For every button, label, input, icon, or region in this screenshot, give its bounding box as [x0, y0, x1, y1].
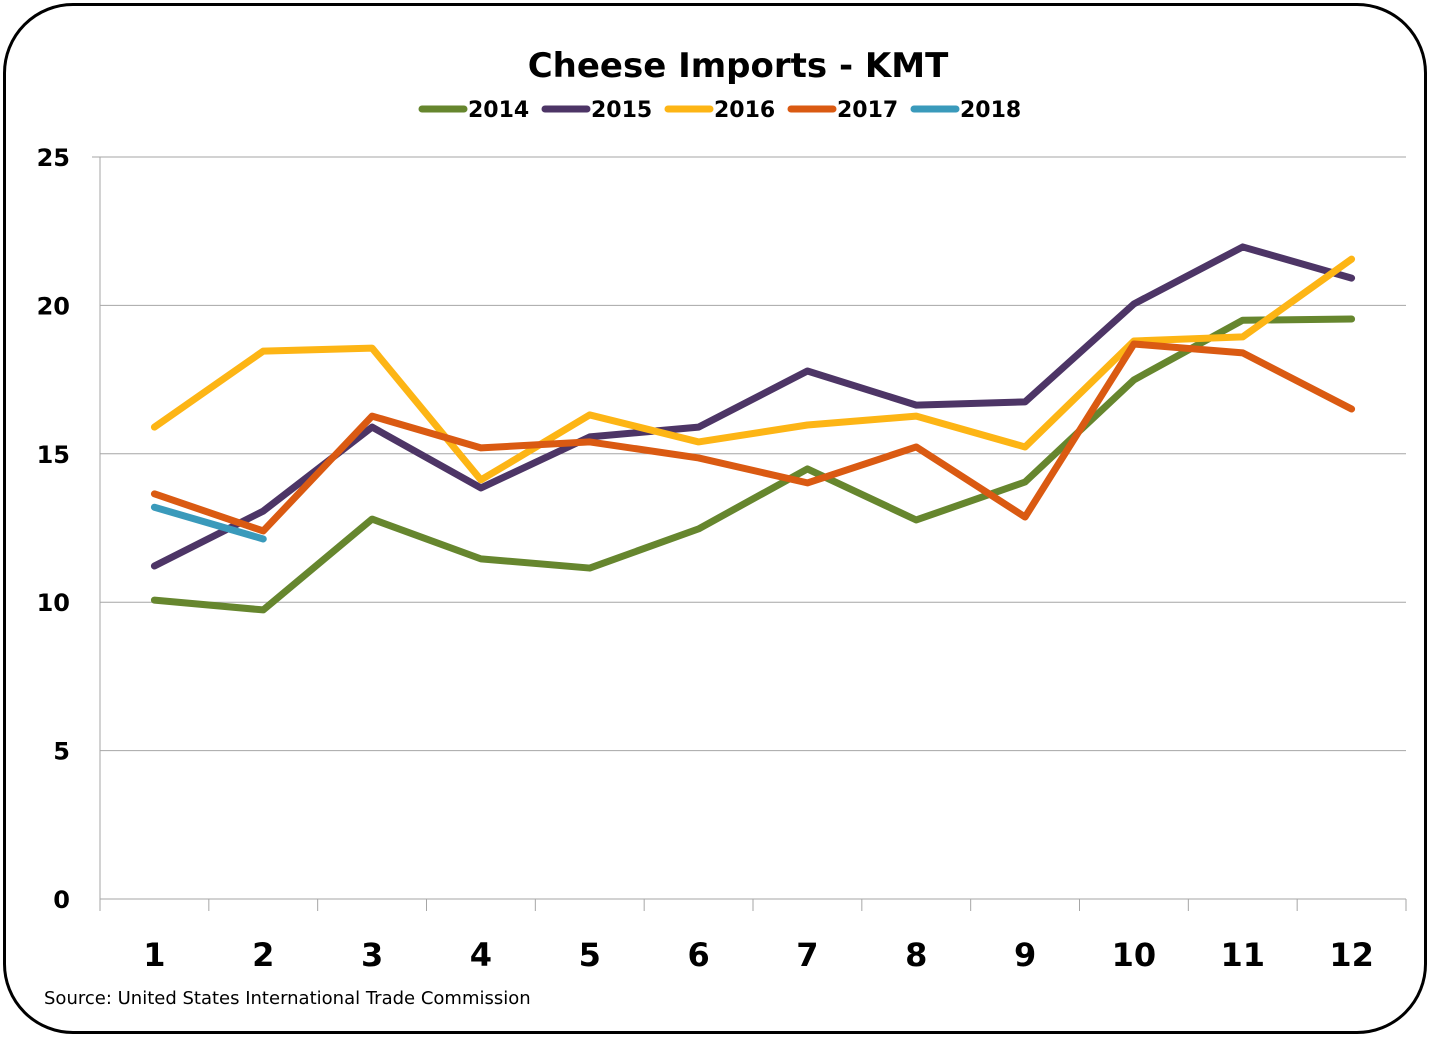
- series-line-2016: [150, 255, 1356, 484]
- x-tick-label: 4: [470, 936, 492, 974]
- x-tick-label: 11: [1220, 936, 1265, 974]
- y-tick-label: 25: [37, 144, 70, 172]
- legend-label-2017: 2017: [837, 98, 898, 123]
- legend-label-2016: 2016: [714, 98, 775, 123]
- x-tick-label: 3: [361, 936, 383, 974]
- series-lines: [150, 243, 1356, 614]
- x-tick-label: 6: [687, 936, 709, 974]
- chart-frame: [3, 3, 1427, 1034]
- y-tick-label: 15: [37, 441, 70, 469]
- legend-label-2014: 2014: [468, 98, 529, 123]
- x-tick-label: 7: [796, 936, 818, 974]
- x-tick-label: 5: [579, 936, 601, 974]
- y-tick-label: 5: [53, 738, 70, 766]
- x-tick-label: 8: [905, 936, 927, 974]
- series-line-2014: [150, 315, 1356, 614]
- x-tick-label: 1: [143, 936, 165, 974]
- series-line-2018: [150, 503, 267, 543]
- legend-label-2015: 2015: [591, 98, 652, 123]
- series-line-2017: [150, 340, 1356, 535]
- legend: 2014 2015 2016 2017 2018: [418, 98, 1021, 123]
- chart-title: Cheese Imports - KMT: [528, 46, 949, 86]
- x-tick-label: 12: [1329, 936, 1374, 974]
- legend-label-2018: 2018: [960, 98, 1021, 123]
- source-note: Source: United States International Trad…: [44, 988, 531, 1009]
- y-tick-label: 20: [37, 292, 70, 320]
- y-tick-label: 10: [37, 589, 70, 617]
- gridlines: [100, 156, 1406, 752]
- x-tick-label: 10: [1112, 936, 1157, 974]
- x-tick-label: 2: [252, 936, 274, 974]
- x-tick-label: 9: [1014, 936, 1036, 974]
- series-line-2015: [150, 243, 1356, 570]
- y-tick-label: 0: [53, 886, 70, 914]
